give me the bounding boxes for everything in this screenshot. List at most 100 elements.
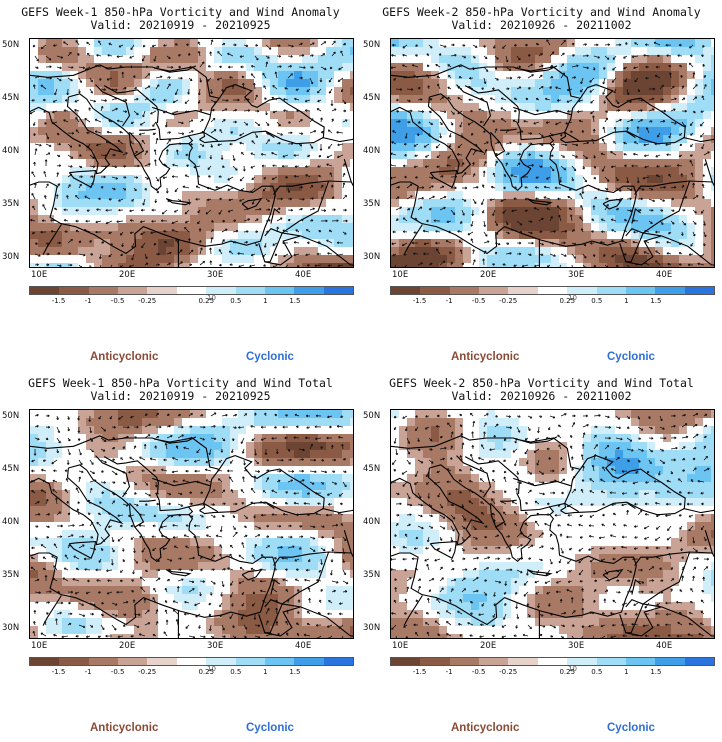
wind-arrow bbox=[439, 196, 447, 200]
boundary-line bbox=[560, 84, 686, 145]
wind-arrowhead bbox=[302, 448, 305, 451]
wind-arrowhead bbox=[76, 508, 78, 511]
wind-arrow bbox=[111, 165, 117, 168]
wind-arrowhead bbox=[392, 44, 395, 47]
wind-arrowhead bbox=[86, 210, 90, 212]
wind-arrowhead bbox=[58, 154, 61, 157]
wind-arrowhead bbox=[436, 147, 439, 149]
colorbar-swatch bbox=[596, 287, 626, 294]
wind-arrowhead bbox=[271, 514, 274, 517]
wind-arrow bbox=[56, 77, 62, 82]
wind-arrowhead bbox=[145, 150, 148, 153]
wind-arrow bbox=[117, 536, 124, 542]
wind-arrowhead bbox=[47, 513, 50, 515]
wind-arrow bbox=[582, 66, 589, 69]
wind-arrowhead bbox=[214, 100, 217, 103]
wind-arrowhead bbox=[530, 142, 533, 144]
wind-arrowhead bbox=[557, 198, 560, 201]
wind-arrow bbox=[309, 536, 316, 540]
wind-arrowhead bbox=[415, 54, 417, 57]
wind-arrowhead bbox=[636, 126, 639, 129]
wind-arrowhead bbox=[94, 119, 97, 122]
wind-arrowhead bbox=[156, 485, 158, 488]
wind-arrowhead bbox=[116, 221, 119, 223]
wind-arrowhead bbox=[484, 160, 487, 163]
wind-arrow bbox=[96, 521, 102, 527]
wind-arrowhead bbox=[280, 133, 283, 136]
wind-arrowhead bbox=[316, 253, 319, 256]
wind-arrow bbox=[40, 544, 47, 549]
wind-arrowhead bbox=[161, 469, 163, 472]
wind-arrow bbox=[494, 128, 498, 134]
wind-arrowhead bbox=[311, 197, 314, 199]
wind-arrow bbox=[538, 86, 544, 90]
boundary-line bbox=[429, 170, 458, 188]
wind-arrow bbox=[293, 502, 300, 505]
wind-arrowhead bbox=[465, 186, 468, 189]
wind-arrowhead bbox=[281, 165, 284, 168]
wind-arrowhead bbox=[36, 66, 39, 69]
wind-arrowhead bbox=[116, 56, 119, 58]
wind-arrowhead bbox=[250, 191, 253, 193]
wind-arrowhead bbox=[245, 525, 247, 528]
wind-arrow bbox=[283, 513, 289, 516]
wind-arrow bbox=[196, 448, 201, 454]
wind-arrow bbox=[210, 129, 217, 134]
colorbar-label: 0.5 bbox=[230, 297, 242, 305]
wind-arrow bbox=[221, 99, 229, 101]
wind-arrowhead bbox=[327, 416, 330, 419]
wind-arrowhead bbox=[629, 197, 632, 199]
wind-arrowhead bbox=[525, 98, 527, 101]
wind-arrowhead bbox=[703, 163, 707, 165]
wind-arrowhead bbox=[63, 110, 66, 113]
wind-arrowhead bbox=[396, 218, 399, 220]
wind-arrowhead bbox=[315, 513, 318, 516]
wind-arrow bbox=[209, 448, 212, 455]
wind-arrowhead bbox=[534, 266, 537, 267]
wind-arrowhead bbox=[179, 142, 182, 144]
wind-arrowhead bbox=[234, 158, 236, 161]
wind-arrow bbox=[648, 98, 655, 101]
wind-arrowhead bbox=[214, 437, 217, 440]
wind-arrowhead bbox=[597, 56, 600, 59]
wind-arrow bbox=[417, 187, 424, 189]
wind-arrow bbox=[394, 264, 397, 267]
wind-arrowhead bbox=[31, 547, 34, 550]
wind-arrow bbox=[129, 456, 135, 461]
wind-arrowhead bbox=[430, 110, 432, 113]
wind-arrowhead bbox=[182, 132, 185, 135]
wind-arrowhead bbox=[33, 84, 35, 87]
wind-arrowhead bbox=[47, 242, 50, 245]
wind-arrowhead bbox=[661, 98, 664, 100]
wind-arrowhead bbox=[41, 469, 44, 472]
wind-arrowhead bbox=[88, 107, 90, 110]
wind-arrow bbox=[67, 77, 73, 82]
wind-arrowhead bbox=[170, 559, 173, 562]
wind-arrowhead bbox=[282, 242, 285, 245]
wind-arrow bbox=[567, 88, 573, 91]
wind-arrowhead bbox=[209, 247, 211, 250]
wind-arrowhead bbox=[119, 65, 122, 68]
wind-arrowhead bbox=[337, 265, 341, 267]
wind-arrowhead bbox=[130, 48, 133, 50]
wind-arrowhead bbox=[50, 219, 53, 222]
boundary-line bbox=[391, 96, 485, 175]
wind-arrowhead bbox=[155, 200, 158, 203]
wind-arrowhead bbox=[531, 241, 534, 244]
wind-arrowhead bbox=[186, 44, 189, 47]
wind-arrowhead bbox=[71, 131, 75, 134]
wind-arrowhead bbox=[49, 65, 52, 68]
boundary-line bbox=[602, 197, 624, 210]
wind-arrowhead bbox=[497, 78, 499, 81]
wind-arrow bbox=[571, 154, 578, 158]
wind-arrow bbox=[207, 77, 212, 82]
wind-arrowhead bbox=[175, 93, 178, 96]
wind-arrow bbox=[128, 514, 135, 517]
wind-arrow bbox=[700, 121, 705, 127]
wind-arrow bbox=[340, 50, 344, 57]
wind-arrow bbox=[655, 260, 661, 266]
wind-arrowhead bbox=[301, 218, 304, 220]
wind-arrowhead bbox=[668, 65, 670, 68]
wind-arrowhead bbox=[411, 88, 414, 90]
wind-arrowhead bbox=[57, 450, 59, 454]
